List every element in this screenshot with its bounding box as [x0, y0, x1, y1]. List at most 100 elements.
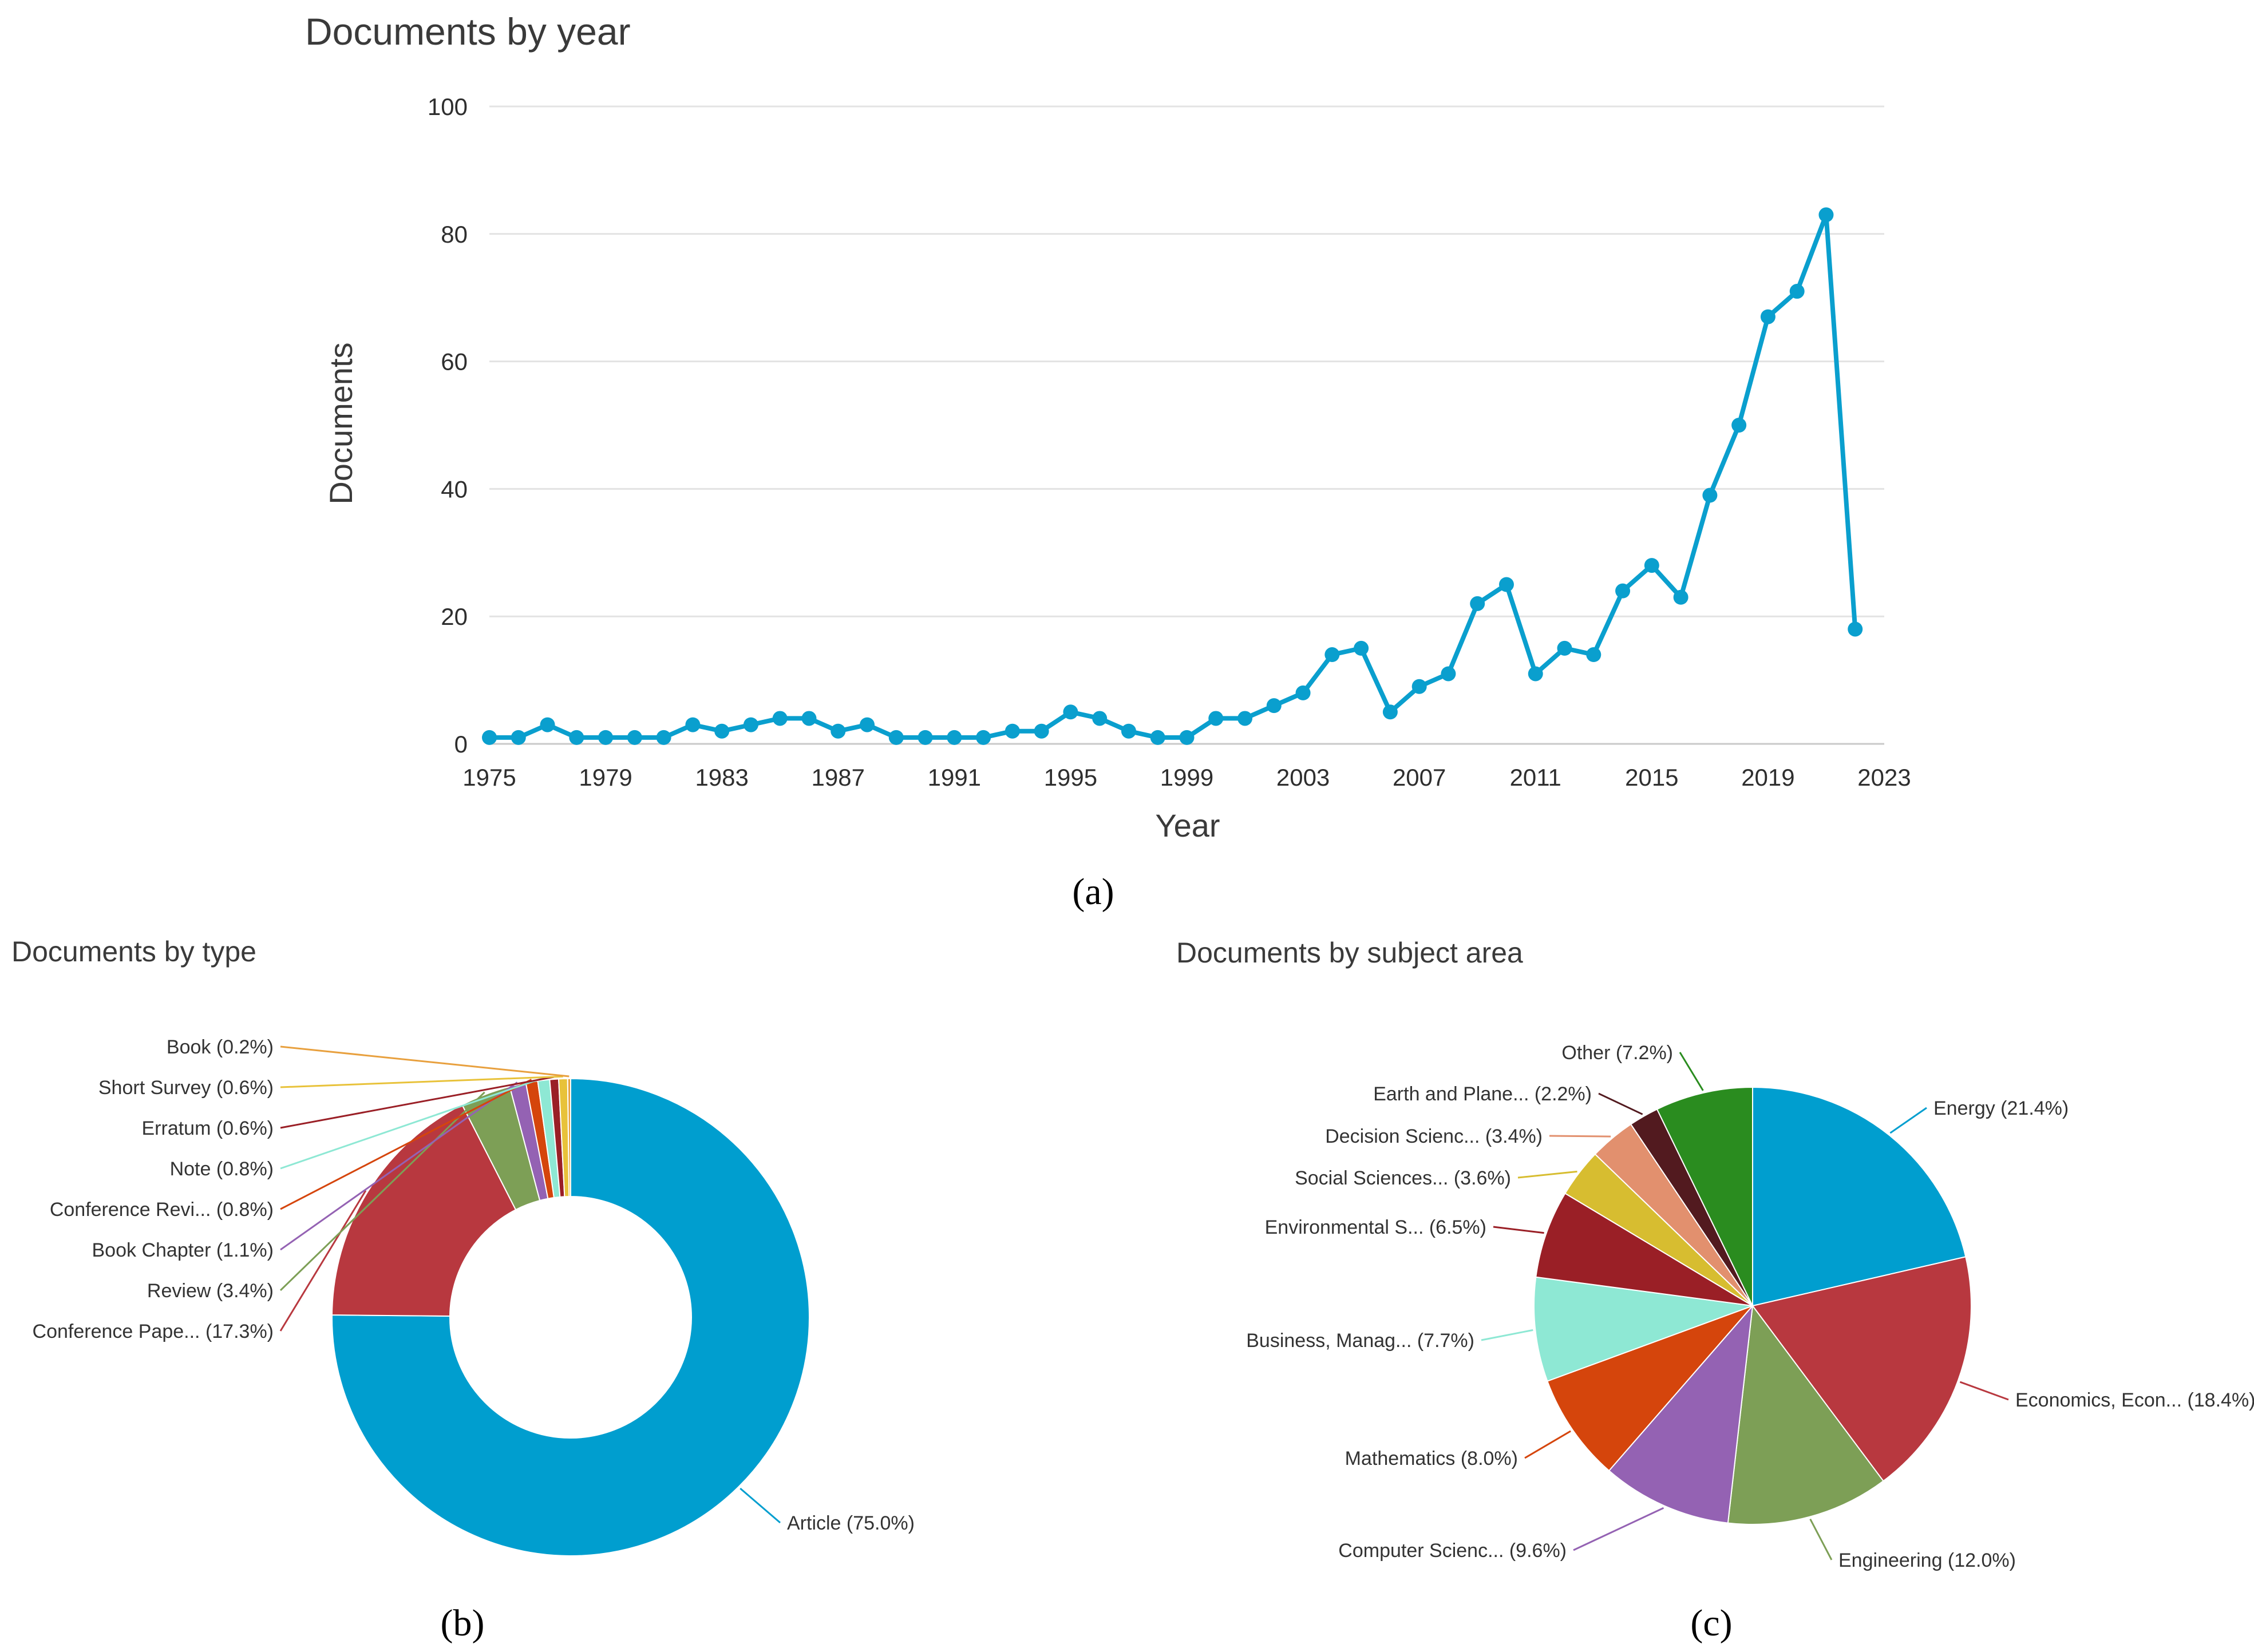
data-point[interactable]	[1179, 730, 1195, 745]
x-tick-label: 2019	[1741, 764, 1794, 791]
data-point[interactable]	[1005, 723, 1020, 739]
data-point[interactable]	[1557, 640, 1572, 656]
panel-label-c: (c)	[1690, 1602, 1732, 1644]
data-point[interactable]	[1324, 647, 1340, 663]
data-point[interactable]	[714, 723, 730, 739]
data-point[interactable]	[1382, 704, 1398, 720]
data-point[interactable]	[1528, 666, 1543, 682]
x-tick-labels: 1975 1979 1983 1987 1991 1995 1999 2003 2007 2011…	[462, 764, 1911, 791]
data-point[interactable]	[947, 730, 962, 745]
pie-slice[interactable]	[1751, 1256, 1972, 1482]
data-point[interactable]	[627, 730, 642, 745]
data-point[interactable]	[598, 730, 614, 745]
label-connector	[280, 1077, 544, 1170]
x-tick-label: 1983	[695, 764, 748, 791]
data-point[interactable]	[831, 723, 846, 739]
data-point[interactable]	[1615, 583, 1631, 599]
y-tick-label: 60	[441, 348, 468, 375]
data-point[interactable]	[1498, 577, 1514, 592]
data-point[interactable]	[1034, 723, 1049, 739]
data-point[interactable]	[482, 730, 497, 745]
data-point[interactable]	[1441, 666, 1456, 682]
data-point[interactable]	[1150, 730, 1165, 745]
series-line	[489, 212, 1858, 740]
pie-slice[interactable]	[1535, 1193, 1753, 1306]
donut-slice[interactable]	[331, 1104, 517, 1317]
data-point[interactable]	[860, 717, 875, 732]
x-tick-label: 1979	[579, 764, 632, 791]
label-connector	[1809, 1518, 1833, 1560]
data-point[interactable]	[569, 730, 584, 745]
pie-labels: Energy (21.4%) Economics, Econ... (18.4%)…	[1246, 1042, 2254, 1571]
data-point[interactable]	[1092, 711, 1108, 726]
label-connector	[280, 1075, 563, 1088]
data-point[interactable]	[1702, 488, 1718, 503]
pie-slice[interactable]	[1727, 1304, 1884, 1525]
slice-label: Article (75.0%)	[787, 1512, 915, 1534]
slice-label: Conference Revi... (0.8%)	[50, 1199, 274, 1221]
data-point[interactable]	[511, 730, 526, 745]
x-tick-label: 2015	[1625, 764, 1678, 791]
donut-slices	[331, 1077, 810, 1556]
x-tick-label: 2003	[1276, 764, 1330, 791]
pie-slice[interactable]	[1547, 1305, 1753, 1472]
data-point[interactable]	[888, 730, 904, 745]
slice-label: Economics, Econ... (18.4%)	[2015, 1389, 2254, 1411]
data-point[interactable]	[1731, 418, 1747, 433]
data-point[interactable]	[1760, 309, 1775, 324]
data-point[interactable]	[1208, 711, 1224, 726]
data-point[interactable]	[772, 711, 788, 726]
data-point[interactable]	[1644, 558, 1659, 573]
data-point[interactable]	[1673, 589, 1688, 605]
slice-label: Conference Pape... (17.3%)	[33, 1321, 274, 1342]
x-tick-label: 1995	[1044, 764, 1097, 791]
chart-title-year: Documents by year	[305, 10, 631, 53]
slice-label: Energy (21.4%)	[1933, 1098, 2069, 1119]
data-point[interactable]	[801, 711, 817, 726]
data-point[interactable]	[685, 717, 701, 732]
data-point[interactable]	[1789, 284, 1805, 299]
data-point[interactable]	[1063, 704, 1078, 720]
pie-slice[interactable]	[1656, 1086, 1753, 1306]
x-tick-label: 2007	[1393, 764, 1446, 791]
donut-slice[interactable]	[331, 1077, 810, 1556]
data-point[interactable]	[743, 717, 758, 732]
data-point[interactable]	[1411, 679, 1427, 694]
data-point[interactable]	[656, 730, 671, 745]
data-point[interactable]	[1295, 685, 1311, 700]
pie-slice[interactable]	[1533, 1276, 1753, 1382]
donut-slice[interactable]	[567, 1077, 571, 1198]
documents-by-subject-chart: Documents by subject area Energy (21.4%)…	[1176, 937, 2254, 1644]
data-point[interactable]	[1266, 698, 1282, 714]
data-point[interactable]	[976, 730, 991, 745]
data-point[interactable]	[540, 717, 555, 732]
chart-title-subject: Documents by subject area	[1176, 937, 1523, 969]
data-point[interactable]	[1470, 596, 1485, 611]
data-point[interactable]	[918, 730, 933, 745]
label-connector	[280, 1081, 518, 1251]
slice-label: Social Sciences... (3.6%)	[1295, 1167, 1511, 1189]
data-point[interactable]	[1354, 640, 1369, 656]
x-tick-label: 2011	[1510, 764, 1561, 791]
donut-labels: Article (75.0%) Conference Pape... (17.3%…	[33, 1036, 915, 1534]
slice-label: Decision Scienc... (3.4%)	[1325, 1126, 1543, 1147]
data-point[interactable]	[1848, 621, 1863, 637]
data-point[interactable]	[1237, 711, 1253, 726]
label-connector	[1481, 1329, 1533, 1341]
x-axis-title: Year	[1155, 807, 1220, 843]
data-point[interactable]	[1121, 723, 1136, 739]
gridlines	[489, 105, 1884, 745]
pie-slice[interactable]	[1608, 1304, 1754, 1524]
slice-label: Erratum (0.6%)	[142, 1118, 274, 1139]
data-point[interactable]	[1586, 647, 1601, 663]
data-point[interactable]	[1818, 207, 1834, 223]
x-tick-label: 1991	[928, 764, 981, 791]
panel-label-b: (b)	[441, 1602, 485, 1644]
pie-slice[interactable]	[1752, 1086, 1967, 1307]
series-points	[482, 207, 1863, 745]
y-axis-title: Documents	[323, 342, 359, 504]
x-tick-label: 2023	[1857, 764, 1911, 791]
slice-label: Earth and Plane... (2.2%)	[1373, 1083, 1592, 1105]
